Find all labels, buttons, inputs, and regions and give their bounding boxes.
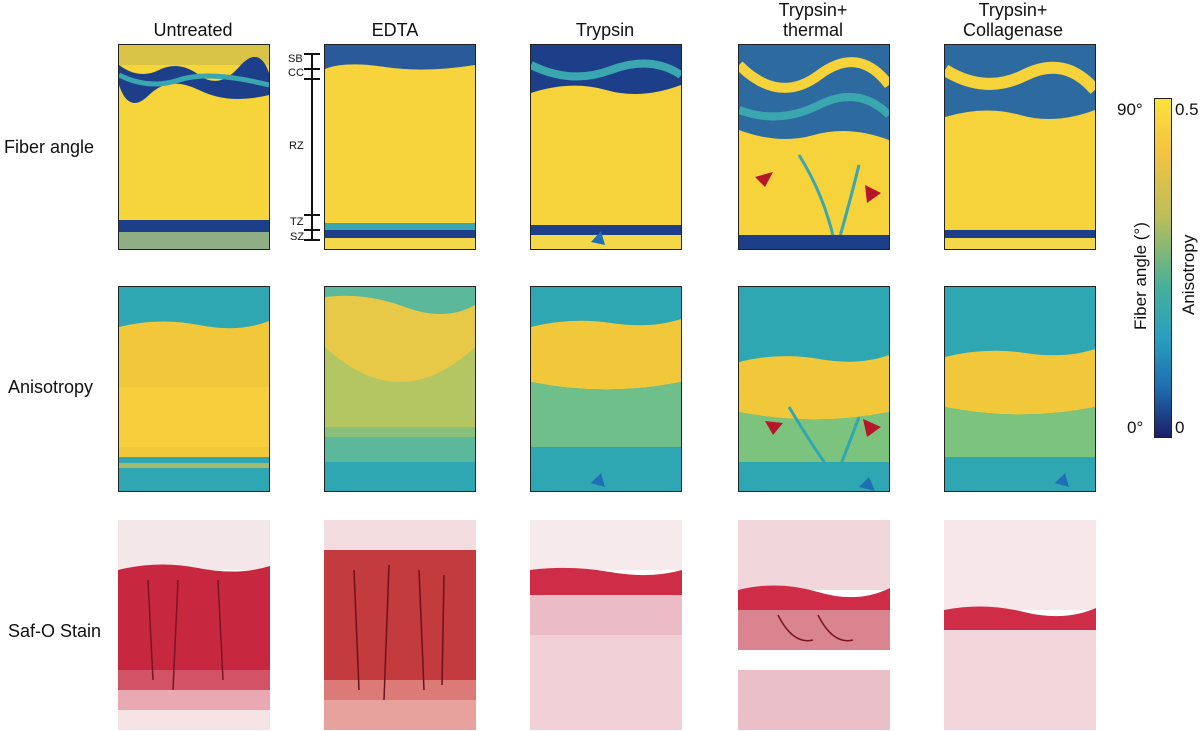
fiber-panel-trypsin-thermal xyxy=(738,44,890,250)
blue-marker xyxy=(1055,473,1069,487)
zone-scale xyxy=(296,52,324,244)
zone-label-rz: RZ xyxy=(289,140,304,152)
fiber-panel-trypsin xyxy=(530,44,682,250)
aniso-panel-edta xyxy=(324,286,476,492)
stain-panel-trypsin-thermal xyxy=(738,520,890,730)
red-marker xyxy=(863,419,881,437)
red-marker xyxy=(755,172,773,187)
row-label-fiber-angle: Fiber angle xyxy=(4,137,95,157)
column-title-trypsin: Trypsin xyxy=(575,20,635,40)
aniso-panel-trypsin xyxy=(530,286,682,492)
colorbar-fiber-max: 90° xyxy=(1117,100,1143,119)
blue-marker xyxy=(859,477,875,491)
aniso-panel-trypsin-collagenase xyxy=(944,286,1096,492)
row-label-saf-o-stain: Saf-O Stain xyxy=(8,621,102,641)
column-title-edta: EDTA xyxy=(371,20,419,40)
stain-panel-untreated xyxy=(118,520,270,730)
blue-marker xyxy=(591,473,605,487)
stain-panel-trypsin-collagenase xyxy=(944,520,1096,730)
colorbar-title-fiber-angle: Fiber angle (°) xyxy=(1131,222,1150,330)
column-title-trypsin-thermal: Trypsin+ thermal xyxy=(778,0,848,40)
colorbar-aniso-max: 0.5 xyxy=(1175,100,1199,119)
column-title-trypsin-collagenase: Trypsin+ Collagenase xyxy=(962,0,1064,40)
stain-panel-edta xyxy=(324,520,476,730)
red-marker xyxy=(765,421,783,435)
zone-label-sb: SB xyxy=(288,53,303,65)
fiber-panel-untreated xyxy=(118,44,270,250)
row-label-anisotropy: Anisotropy xyxy=(8,377,94,397)
colorbar-aniso-min: 0 xyxy=(1175,418,1185,437)
column-title-untreated: Untreated xyxy=(153,20,233,40)
blue-marker xyxy=(591,231,605,245)
stain-panel-trypsin xyxy=(530,520,682,730)
zone-label-tz: TZ xyxy=(290,216,304,228)
aniso-panel-untreated xyxy=(118,286,270,492)
red-marker xyxy=(865,185,881,203)
aniso-panel-trypsin-thermal xyxy=(738,286,890,492)
colorbar-title-anisotropy: Anisotropy xyxy=(1179,234,1198,315)
colorbar xyxy=(1154,98,1172,438)
zone-label-cc: CC xyxy=(288,67,304,79)
fiber-panel-edta xyxy=(324,44,476,250)
fiber-panel-trypsin-collagenase xyxy=(944,44,1096,250)
zone-label-sz: SZ xyxy=(290,231,305,243)
colorbar-fiber-min: 0° xyxy=(1127,418,1144,437)
